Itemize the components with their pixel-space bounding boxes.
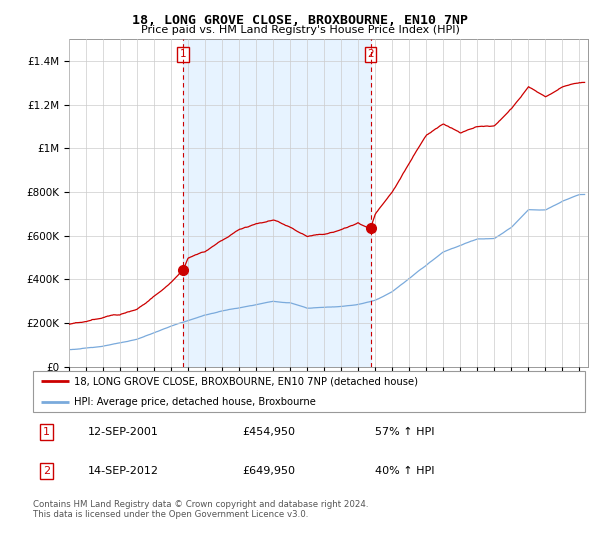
Text: HPI: Average price, detached house, Broxbourne: HPI: Average price, detached house, Brox…: [74, 396, 316, 407]
Text: £454,950: £454,950: [243, 427, 296, 437]
Text: £649,950: £649,950: [243, 466, 296, 476]
Text: 14-SEP-2012: 14-SEP-2012: [88, 466, 159, 476]
Text: 40% ↑ HPI: 40% ↑ HPI: [375, 466, 435, 476]
Text: Contains HM Land Registry data © Crown copyright and database right 2024.
This d: Contains HM Land Registry data © Crown c…: [33, 500, 368, 519]
Text: 18, LONG GROVE CLOSE, BROXBOURNE, EN10 7NP (detached house): 18, LONG GROVE CLOSE, BROXBOURNE, EN10 7…: [74, 376, 418, 386]
Text: 2: 2: [367, 49, 374, 59]
Bar: [184, 39, 371, 367]
Text: 12-SEP-2001: 12-SEP-2001: [88, 427, 159, 437]
Text: 18, LONG GROVE CLOSE, BROXBOURNE, EN10 7NP: 18, LONG GROVE CLOSE, BROXBOURNE, EN10 7…: [132, 14, 468, 27]
Text: 2: 2: [43, 466, 50, 476]
Text: 57% ↑ HPI: 57% ↑ HPI: [375, 427, 435, 437]
Text: 1: 1: [180, 49, 187, 59]
FancyBboxPatch shape: [33, 371, 585, 412]
Text: Price paid vs. HM Land Registry's House Price Index (HPI): Price paid vs. HM Land Registry's House …: [140, 25, 460, 35]
Text: 1: 1: [43, 427, 50, 437]
